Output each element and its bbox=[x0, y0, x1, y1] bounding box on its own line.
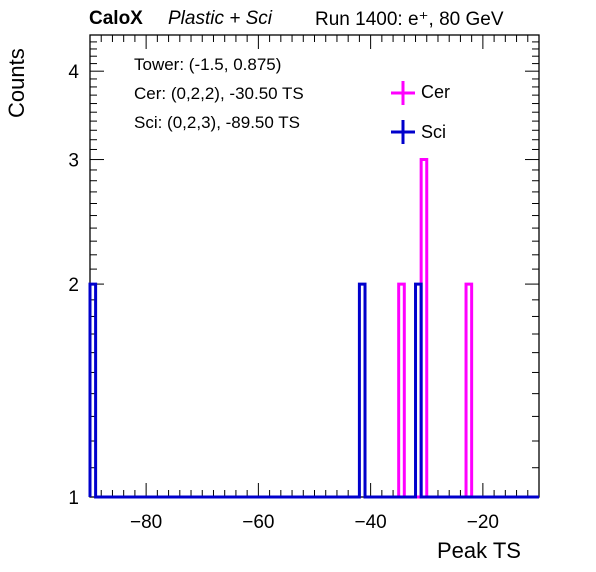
cer-channel-info: Cer: (0,2,2), -30.50 TS bbox=[134, 84, 304, 103]
histogram-series bbox=[88, 158, 539, 499]
bin-cer bbox=[466, 284, 472, 497]
x-tick-label-m40: −40 bbox=[355, 512, 387, 533]
sci-channel-info: Sci: (0,2,3), -89.50 TS bbox=[134, 113, 300, 132]
bin-cer bbox=[399, 284, 405, 497]
y-tick-label-4: 4 bbox=[68, 62, 79, 83]
x-tick-label-m60: −60 bbox=[242, 512, 274, 533]
series-line-cer bbox=[397, 158, 539, 499]
x-tick-labels: −80 −60 −40 −20 bbox=[130, 512, 499, 533]
tower-info: Tower: (-1.5, 0.875) bbox=[134, 55, 282, 74]
y-axis-title: Counts bbox=[4, 48, 29, 118]
x-tick-label-m20: −20 bbox=[467, 512, 499, 533]
y-tick-labels: 1 2 3 4 bbox=[68, 62, 79, 509]
legend-markers bbox=[391, 81, 415, 144]
series-line-sci bbox=[88, 282, 539, 499]
experiment-label: CaloX bbox=[89, 8, 143, 29]
x-axis-title: Peak TS bbox=[437, 538, 521, 563]
bin-sci bbox=[90, 284, 96, 497]
legend-label-sci: Sci bbox=[421, 122, 447, 142]
bin-sci bbox=[416, 284, 422, 497]
axis-ticks bbox=[89, 34, 540, 498]
y-tick-label-3: 3 bbox=[68, 151, 79, 172]
bin-sci bbox=[359, 284, 365, 497]
run-label: Run 1400: e⁺, 80 GeV bbox=[315, 9, 504, 30]
y-tick-label-1: 1 bbox=[68, 488, 79, 509]
configuration-label: Plastic + Sci bbox=[168, 8, 273, 29]
x-tick-label-m80: −80 bbox=[130, 512, 162, 533]
legend-label-cer: Cer bbox=[421, 82, 451, 102]
y-tick-label-2: 2 bbox=[68, 275, 79, 296]
